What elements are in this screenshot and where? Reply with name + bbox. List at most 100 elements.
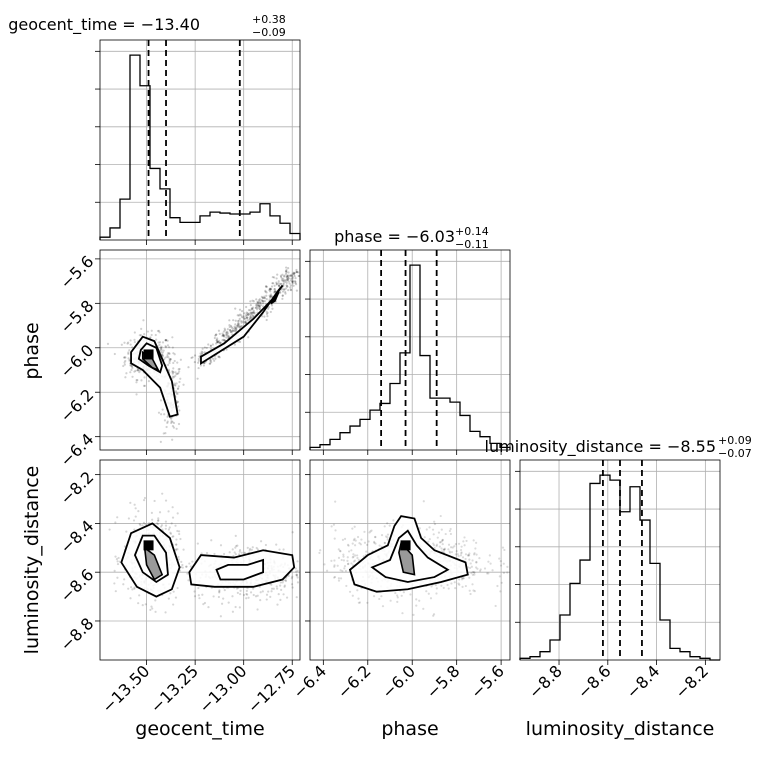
sample-phase-vs-geocent-time-2-250 (297, 274, 300, 278)
sample-phase-vs-geocent-time-2-380 (199, 352, 202, 355)
sample-phase-vs-geocent-time-2-426 (291, 280, 294, 283)
sample-phase-vs-geocent-time-1-103 (171, 420, 174, 423)
sample-ld-vs-phase-0-187 (396, 600, 399, 603)
sample-phase-vs-geocent-time-2-71 (215, 342, 218, 345)
sample-ld-vs-phase-0-347 (374, 542, 377, 545)
sample-ld-vs-phase-0-713 (474, 547, 477, 550)
sample-ld-vs-geocent-time-0-245 (131, 588, 134, 591)
sample-ld-vs-geocent-time-0-444 (137, 509, 140, 513)
sample-ld-vs-phase-0-659 (386, 538, 389, 541)
sample-ld-vs-geocent-time-1-249 (185, 565, 188, 568)
sample-phase-vs-geocent-time-0-15 (160, 345, 163, 348)
sample-phase-vs-geocent-time-2-53 (284, 291, 287, 294)
sample-phase-vs-geocent-time-0-332 (130, 368, 133, 372)
contour-phase-vs-geocent-time-3 (270, 291, 280, 305)
sample-phase-vs-geocent-time-0-240 (130, 364, 133, 368)
sample-phase-vs-geocent-time-0-296 (139, 334, 143, 337)
sample-ld-vs-geocent-time-1-368 (255, 546, 258, 550)
sample-ld-vs-geocent-time-0-382 (175, 543, 178, 546)
sample-phase-vs-geocent-time-2-398 (222, 333, 225, 336)
sample-phase-vs-geocent-time-0-38 (133, 338, 136, 341)
ytick-label-ld-row-0: −8.8 (56, 614, 97, 655)
sample-ld-vs-geocent-time-0-111 (171, 506, 174, 509)
sample-phase-vs-geocent-time-2-87 (234, 319, 237, 322)
sample-ld-vs-phase-0-51 (352, 555, 355, 558)
sample-ld-vs-phase-0-252 (438, 541, 442, 544)
sample-phase-vs-geocent-time-0-200 (146, 330, 149, 333)
sample-phase-vs-geocent-time-2-470 (275, 282, 278, 285)
sample-phase-vs-geocent-time-2-89 (229, 330, 232, 334)
frame-ld-vs-geocent-time (99, 459, 301, 661)
sample-phase-vs-geocent-time-2-352 (234, 307, 237, 310)
sample-ld-vs-geocent-time-1-358 (236, 544, 239, 547)
sample-ld-vs-geocent-time-1-18 (295, 574, 298, 577)
sample-ld-vs-geocent-time-0-3 (164, 524, 168, 527)
sample-phase-vs-geocent-time-0-315 (168, 352, 171, 356)
sample-ld-vs-geocent-time-1-9 (193, 590, 196, 593)
sample-phase-vs-geocent-time-2-46 (269, 310, 272, 314)
sample-phase-vs-geocent-time-1-35 (168, 357, 171, 361)
sample-phase-vs-geocent-time-2-491 (268, 298, 271, 301)
sample-ld-vs-phase-0-758 (450, 582, 453, 585)
sample-phase-vs-geocent-time-2-63 (260, 295, 263, 298)
sample-ld-vs-phase-0-581 (464, 557, 467, 561)
sample-ld-vs-geocent-time-0-327 (117, 556, 120, 560)
sample-phase-vs-geocent-time-2-261 (257, 301, 260, 305)
sample-ld-vs-geocent-time-1-125 (280, 588, 283, 591)
sample-ld-vs-phase-0-648 (430, 585, 433, 588)
sample-ld-vs-phase-0-531 (469, 592, 472, 596)
sample-ld-vs-phase-0-402 (471, 570, 474, 574)
sample-phase-vs-geocent-time-2-174 (246, 319, 249, 322)
sample-ld-vs-phase-0-425 (336, 564, 339, 567)
sample-ld-vs-geocent-time-0-358 (167, 528, 170, 531)
sample-ld-vs-geocent-time-0-25 (134, 507, 137, 510)
sample-phase-vs-geocent-time-1-45 (176, 400, 179, 403)
sample-phase-vs-geocent-time-2-376 (261, 302, 265, 305)
sample-ld-vs-geocent-time-0-90 (133, 503, 136, 506)
sample-ld-vs-phase-0-666 (332, 523, 336, 526)
sample-phase-vs-geocent-time-0-115 (129, 371, 132, 374)
sample-phase-vs-geocent-time-1-88 (176, 361, 179, 364)
sample-phase-vs-geocent-time-2-494 (287, 267, 290, 270)
sample-phase-vs-geocent-time-2-397 (287, 277, 290, 280)
sample-phase-vs-geocent-time-2-511 (200, 350, 203, 353)
sample-phase-vs-geocent-time-1-82 (171, 377, 174, 380)
sample-ld-vs-phase-0-246 (458, 578, 461, 581)
sample-ld-vs-geocent-time-0-79 (154, 610, 157, 613)
sample-phase-vs-geocent-time-2-191 (289, 284, 292, 287)
sample-phase-vs-geocent-time-0-257 (124, 359, 127, 363)
sample-ld-vs-phase-0-343 (466, 554, 470, 557)
sample-ld-vs-geocent-time-1-183 (290, 577, 293, 580)
sample-phase-vs-geocent-time-2-509 (229, 328, 232, 332)
sample-ld-vs-phase-0-258 (449, 527, 452, 531)
sample-phase-vs-geocent-time-1-16 (174, 384, 177, 387)
sample-phase-vs-geocent-time-0-209 (168, 360, 171, 363)
sample-ld-vs-geocent-time-1-147 (203, 601, 207, 605)
sample-phase-vs-geocent-time-1-102 (159, 399, 163, 402)
xlabel-geocent-time: geocent_time (135, 718, 264, 740)
sample-ld-vs-phase-0-301 (499, 559, 502, 563)
sample-phase-vs-geocent-time-0-285 (142, 384, 146, 387)
sample-phase-vs-geocent-time-0-211 (160, 347, 163, 351)
sample-ld-vs-phase-0-553 (471, 583, 474, 586)
sample-ld-vs-geocent-time-0-452 (116, 516, 119, 519)
sample-ld-vs-geocent-time-1-265 (219, 544, 223, 547)
sample-phase-vs-geocent-time-2-68 (250, 307, 253, 310)
sample-ld-vs-geocent-time-0-362 (171, 535, 174, 538)
sample-phase-vs-geocent-time-2-106 (256, 305, 259, 308)
sample-ld-vs-phase-0-652 (440, 528, 443, 531)
sample-phase-vs-geocent-time-2-280 (249, 315, 252, 318)
sample-phase-vs-geocent-time-0-158 (131, 365, 134, 368)
sample-phase-vs-geocent-time-1-14 (178, 380, 181, 384)
sample-ld-vs-phase-0-369 (337, 548, 340, 551)
sample-phase-vs-geocent-time-2-270 (222, 330, 225, 333)
sample-ld-vs-phase-0-264 (454, 543, 457, 546)
sample-phase-vs-geocent-time-2-284 (208, 362, 211, 365)
sample-phase-vs-geocent-time-2-184 (240, 315, 244, 319)
sample-phase-vs-geocent-time-2-287 (287, 275, 290, 278)
sample-phase-vs-geocent-time-0-357 (123, 356, 126, 359)
sample-phase-vs-geocent-time-2-351 (211, 357, 215, 360)
sample-ld-vs-phase-0-89 (459, 548, 463, 552)
sample-phase-vs-geocent-time-2-294 (252, 309, 255, 313)
sample-ld-vs-geocent-time-1-273 (252, 593, 255, 597)
